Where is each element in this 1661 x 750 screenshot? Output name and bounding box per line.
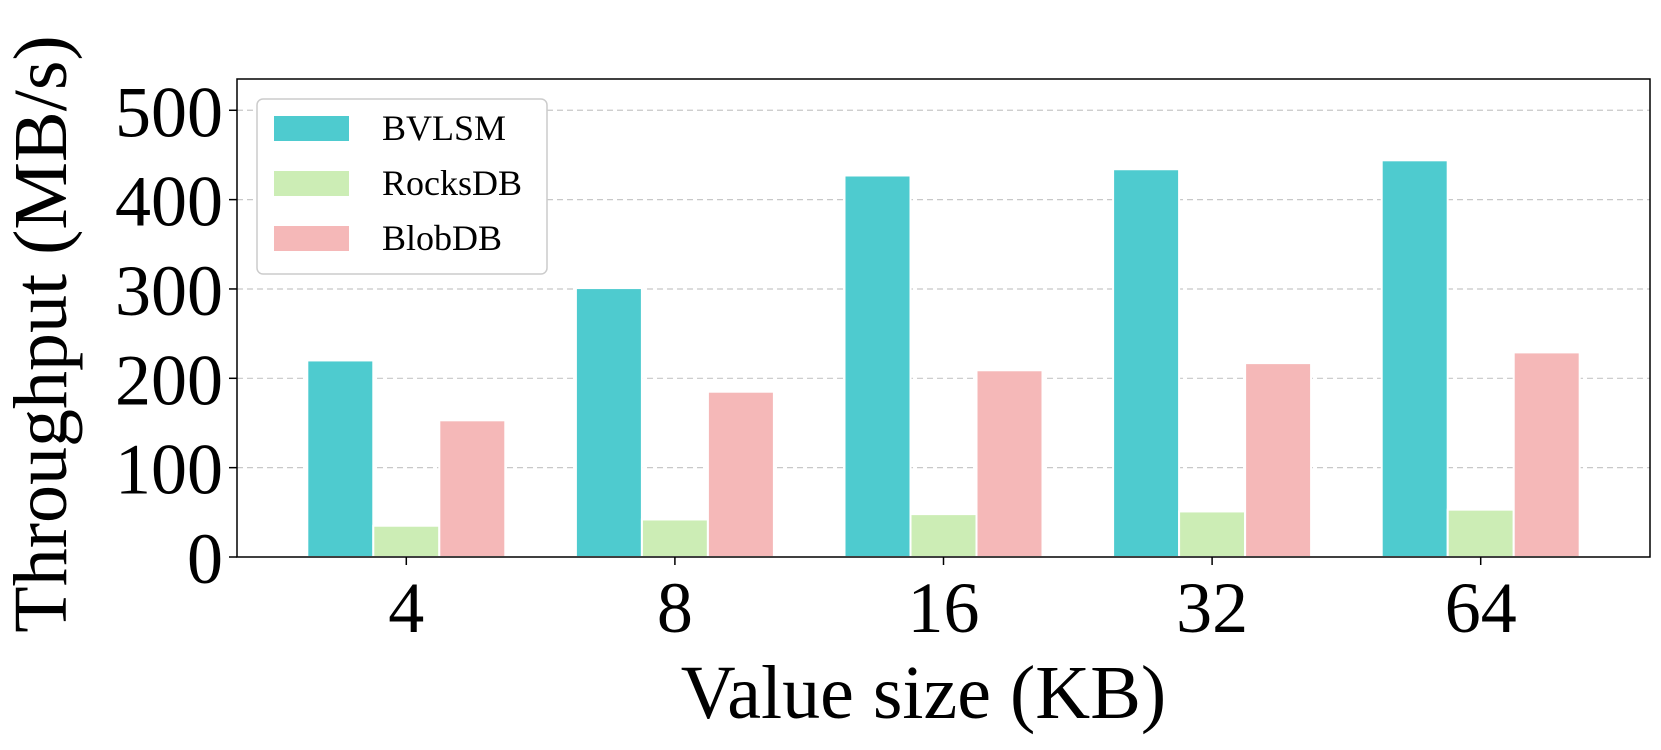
bar-blobdb-16 xyxy=(975,369,1044,559)
bar-rocksdb-64 xyxy=(1446,508,1515,558)
y-axis-ticks: 0 100 200 300 400 500 xyxy=(115,72,237,599)
x-tick-label: 16 xyxy=(908,568,980,648)
x-tick-label: 8 xyxy=(657,568,693,648)
x-tick-label: 64 xyxy=(1445,568,1517,648)
y-tick-label: 200 xyxy=(115,340,223,420)
bar-blobdb-8 xyxy=(706,390,775,558)
legend-swatch-blobdb xyxy=(274,226,349,251)
y-tick-label: 500 xyxy=(115,72,223,152)
bar-blobdb-64 xyxy=(1512,351,1581,558)
bar-rocksdb-32 xyxy=(1178,510,1247,559)
bar-blobdb-4 xyxy=(438,419,507,558)
bar-bvlsm-64 xyxy=(1380,159,1449,558)
y-tick-label: 400 xyxy=(115,162,223,242)
y-tick-label: 0 xyxy=(187,519,223,599)
bar-bvlsm-8 xyxy=(574,287,643,558)
y-axis-title: Throughput (MB/s) xyxy=(0,35,83,632)
y-tick-label: 100 xyxy=(115,430,223,510)
y-tick-label: 300 xyxy=(115,251,223,331)
legend-label-rocksdb: RocksDB xyxy=(382,163,522,203)
bar-bvlsm-4 xyxy=(306,359,375,558)
x-axis-ticks: 4 8 16 32 64 xyxy=(388,557,1517,648)
bar-rocksdb-4 xyxy=(372,524,441,558)
legend: BVLSM RocksDB BlobDB xyxy=(256,98,548,275)
x-tick-label: 4 xyxy=(388,568,424,648)
legend-swatch-rocksdb xyxy=(274,171,349,196)
bar-bvlsm-16 xyxy=(843,174,912,558)
bars xyxy=(306,159,1581,559)
bar-blobdb-32 xyxy=(1244,362,1313,558)
bar-rocksdb-8 xyxy=(640,518,709,559)
legend-swatch-bvlsm xyxy=(274,116,349,141)
legend-label-bvlsm: BVLSM xyxy=(382,108,506,148)
x-axis-title: Value size (KB) xyxy=(681,651,1166,735)
x-tick-label: 32 xyxy=(1176,568,1248,648)
legend-label-blobdb: BlobDB xyxy=(382,218,502,258)
bar-bvlsm-32 xyxy=(1112,168,1181,558)
bar-rocksdb-16 xyxy=(909,513,978,558)
